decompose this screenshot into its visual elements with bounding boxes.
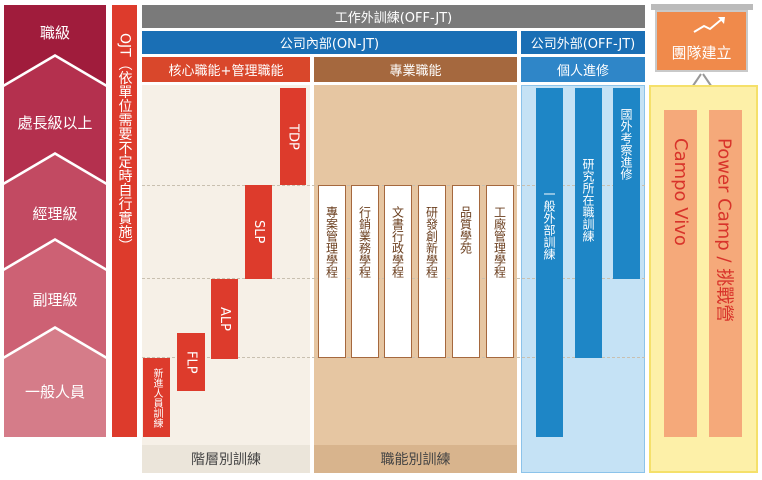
program-box: 工廠管理學程 <box>486 185 514 358</box>
program-bar: TDP <box>280 88 306 185</box>
program-box: 專案管理學程 <box>318 185 346 358</box>
header: 個人進修 <box>521 57 645 82</box>
level-chevron <box>4 155 106 268</box>
panel <box>314 85 517 445</box>
program-bar: FLP <box>177 333 205 391</box>
level-label: 處長級以上 <box>17 114 93 132</box>
level-chevron <box>4 57 106 182</box>
program-bar: 一般外部訓練 <box>536 88 563 437</box>
header: 專業職能 <box>314 57 517 82</box>
level-label: 副理級 <box>32 291 78 309</box>
program-bar: Power Camp / 挑戰營 <box>709 110 742 437</box>
program-bar: Campo Vivo <box>664 110 697 437</box>
program-bar: 國外考察進修 <box>613 88 640 279</box>
program-box: 品質學苑 <box>452 185 480 358</box>
footer: 階層別訓練 <box>142 445 310 473</box>
program-bar: 新進人員訓練 <box>143 358 170 437</box>
footer: 職能別訓練 <box>314 445 517 473</box>
chart-icon <box>693 17 725 33</box>
level-chevron <box>4 241 106 356</box>
header: 公司外部(OFF-JT) <box>521 31 645 54</box>
team-sign: 團隊建立 <box>655 10 748 72</box>
level-label: 一般人員 <box>24 383 85 401</box>
program-box: 行銷業務學程 <box>351 185 379 358</box>
program-bar: 研究所在職訓練 <box>575 88 602 358</box>
easel-top <box>651 4 753 10</box>
program-bar: SLP <box>245 185 272 279</box>
ojt-bar: OJT（依單位需要不定時自行實施） <box>112 5 137 437</box>
header: 核心職能+管理職能 <box>142 57 310 82</box>
level-box <box>4 5 106 84</box>
level-label: 經理級 <box>32 205 78 223</box>
header: 公司內部(ON-JT) <box>142 31 517 54</box>
program-box: 文書行政學程 <box>384 185 412 358</box>
header: 工作外訓練(OFF-JT) <box>142 5 645 28</box>
level-chevron <box>4 329 106 437</box>
level-title: 職級 <box>39 24 70 42</box>
program-bar: ALP <box>211 279 238 359</box>
program-box: 研發創新學程 <box>418 185 446 358</box>
